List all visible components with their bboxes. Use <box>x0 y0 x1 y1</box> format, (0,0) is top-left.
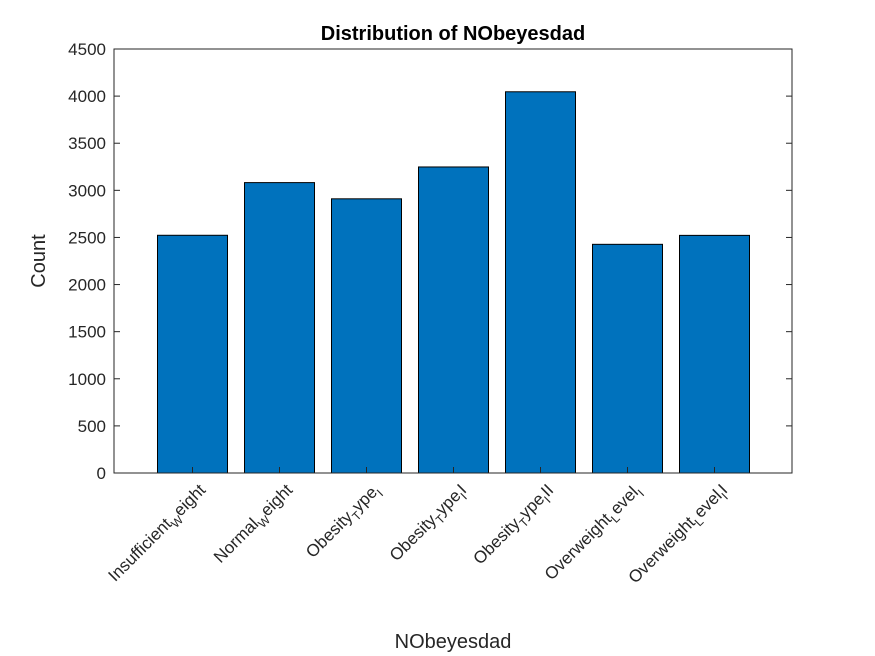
x-tick-label-4: ObesityTypeIII <box>470 480 561 571</box>
y-tick-label-4: 2000 <box>68 276 106 295</box>
y-tick-label-2: 1000 <box>68 370 106 389</box>
x-axis-label: NObeyesdad <box>395 631 512 653</box>
bar-0 <box>157 234 228 474</box>
y-tick-label-7: 3500 <box>68 134 106 153</box>
x-tick-label-2: ObesityTypeI <box>302 480 386 564</box>
x-tick-label-1: NormalWeight <box>210 480 299 569</box>
y-tick-label-1: 500 <box>78 417 106 436</box>
bar-2 <box>331 198 402 474</box>
x-ticks-group: InsufficientWeightNormalWeightObesityTyp… <box>105 467 731 588</box>
y-tick-label-5: 2500 <box>68 228 106 247</box>
bar-3 <box>418 166 489 474</box>
y-tick-label-9: 4500 <box>68 40 106 59</box>
chart-title: Distribution of NObeyesdad <box>321 23 585 45</box>
bar-6 <box>679 234 750 474</box>
bar-1 <box>244 182 315 474</box>
y-axis-label: Count <box>28 234 50 288</box>
y-tick-label-0: 0 <box>97 464 106 483</box>
y-tick-label-8: 4000 <box>68 87 106 106</box>
y-tick-label-3: 1500 <box>68 323 106 342</box>
y-tick-label-6: 3000 <box>68 181 106 200</box>
x-tick-label-3: ObesityTypeII <box>386 480 473 567</box>
bar-5 <box>592 243 663 474</box>
y-ticks-group: 0 500 1000 1500 2000 2500 3000 3500 4000 4500 <box>68 40 792 483</box>
bars-group <box>157 91 750 474</box>
bar-4 <box>505 91 576 474</box>
x-tick-label-0: InsufficientWeight <box>105 480 213 588</box>
